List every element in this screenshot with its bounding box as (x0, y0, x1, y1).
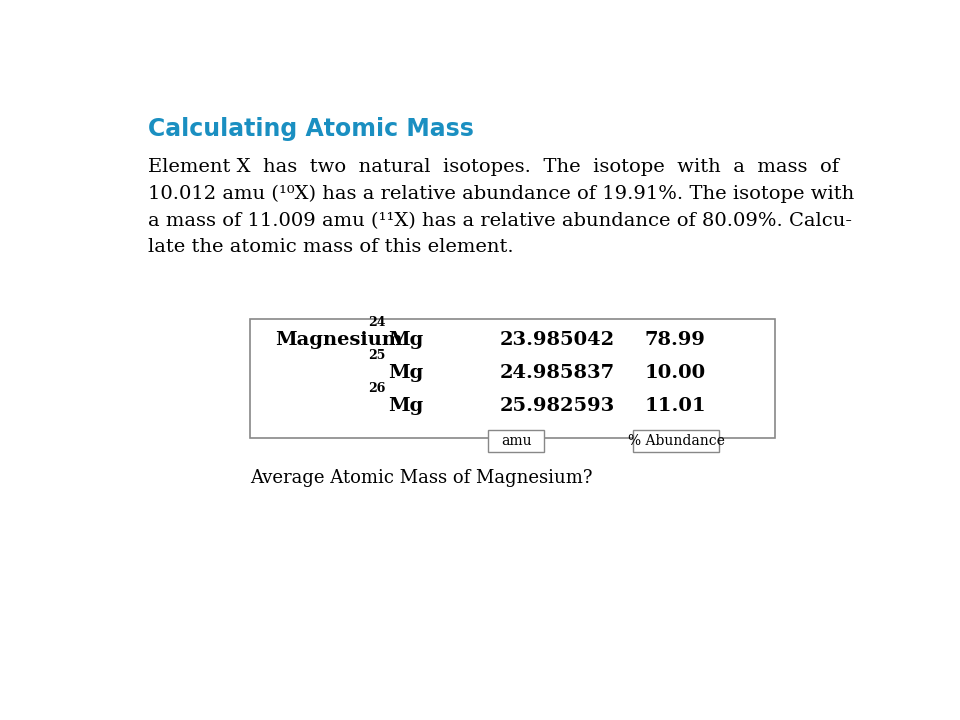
Text: Mg: Mg (388, 397, 423, 415)
Text: Calculating Atomic Mass: Calculating Atomic Mass (148, 117, 474, 141)
Text: 23.985042: 23.985042 (499, 330, 614, 348)
Text: % Abundance: % Abundance (628, 434, 725, 449)
Text: Mg: Mg (388, 364, 423, 382)
Text: Average Atomic Mass of Magnesium?: Average Atomic Mass of Magnesium? (251, 469, 592, 487)
FancyBboxPatch shape (634, 430, 719, 452)
Text: amu: amu (501, 434, 532, 449)
Text: Mg: Mg (388, 330, 423, 348)
Text: late the atomic mass of this element.: late the atomic mass of this element. (148, 238, 514, 256)
FancyBboxPatch shape (251, 319, 775, 438)
Text: 10.012 amu (¹⁰X) has a relative abundance of 19.91%. The isotope with: 10.012 amu (¹⁰X) has a relative abundanc… (148, 185, 854, 203)
FancyBboxPatch shape (489, 430, 544, 452)
Text: 78.99: 78.99 (644, 330, 706, 348)
Text: 24.985837: 24.985837 (499, 364, 614, 382)
Text: Magnesium: Magnesium (275, 330, 402, 348)
Text: 10.00: 10.00 (644, 364, 706, 382)
Text: Element X  has  two  natural  isotopes.  The  isotope  with  a  mass  of: Element X has two natural isotopes. The … (148, 158, 839, 176)
Text: 24: 24 (368, 315, 386, 328)
Text: a mass of 11.009 amu (¹¹X) has a relative abundance of 80.09%. Calcu-: a mass of 11.009 amu (¹¹X) has a relativ… (148, 212, 852, 230)
Text: 11.01: 11.01 (644, 397, 707, 415)
Text: 25.982593: 25.982593 (499, 397, 614, 415)
Text: 25: 25 (369, 349, 386, 362)
Text: 26: 26 (369, 382, 386, 395)
